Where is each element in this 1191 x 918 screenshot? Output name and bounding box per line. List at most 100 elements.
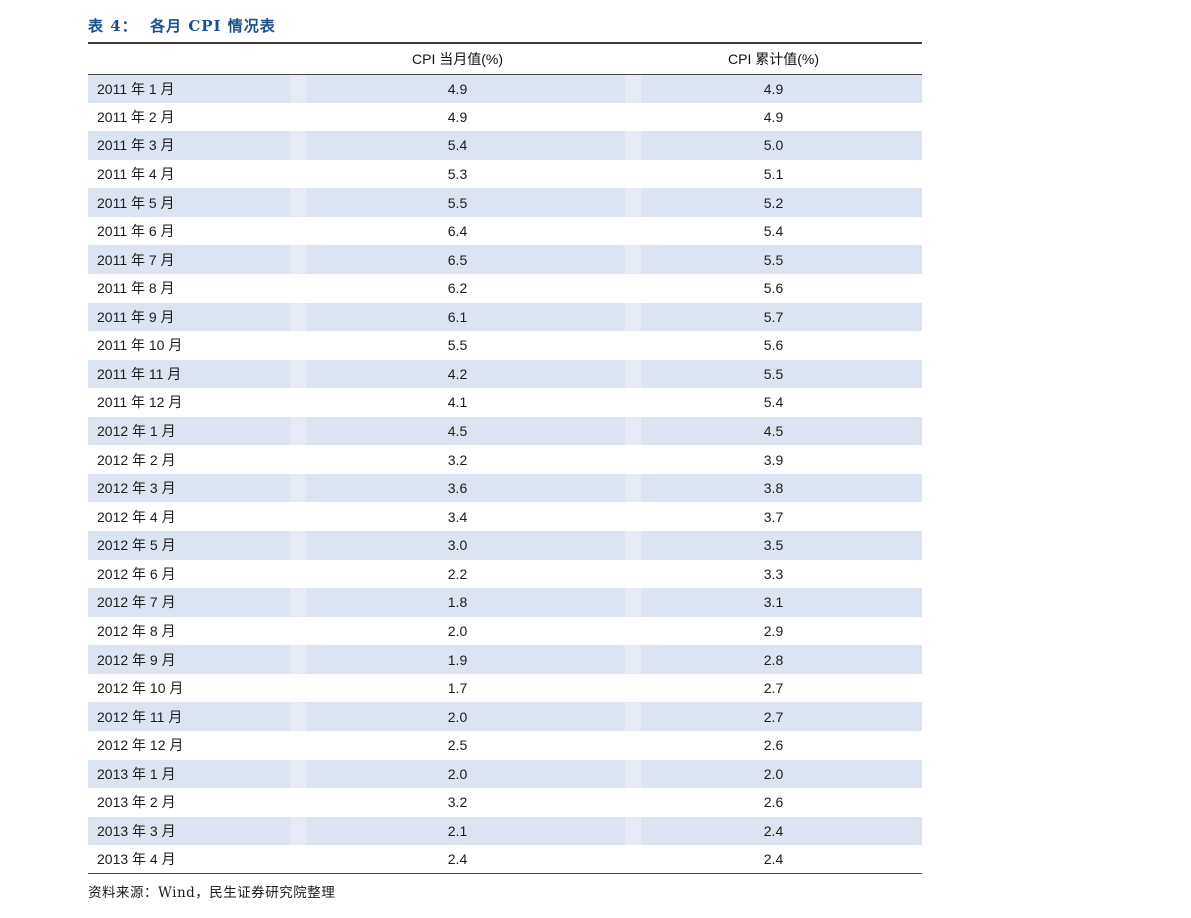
table-row: 2012 年 11 月 2.0 2.7 bbox=[88, 702, 922, 731]
month-cell: 2012 年 9 月 bbox=[97, 651, 176, 668]
month-cell: 2011 年 6 月 bbox=[97, 223, 175, 240]
table-row: 2011 年 11 月 4.2 5.5 bbox=[88, 359, 922, 389]
table-row: 2011 年 4 月 5.3 5.1 bbox=[88, 160, 922, 189]
table-row: 2011 年 6 月 6.4 5.4 bbox=[88, 217, 922, 246]
cpi-month-value-cell: 2.4 bbox=[290, 845, 625, 874]
cpi-cumulative-value-cell: 2.8 bbox=[625, 645, 922, 674]
cpi-month-value-cell: 4.9 bbox=[290, 74, 625, 103]
cpi-month-value-cell: 4.2 bbox=[290, 360, 625, 389]
cpi-month-value-cell: 2.1 bbox=[290, 817, 625, 846]
month-cell: 2012 年 1 月 bbox=[97, 423, 176, 440]
table-row: 2012 年 10 月 1.7 2.7 bbox=[88, 674, 922, 703]
cpi-cumulative-value-cell: 4.9 bbox=[625, 103, 922, 132]
header-cell-month bbox=[88, 44, 290, 75]
cpi-month-value-cell: 1.9 bbox=[290, 645, 625, 674]
month-cell: 2011 年 5 月 bbox=[97, 194, 175, 211]
month-cell: 2013 年 3 月 bbox=[97, 822, 176, 839]
cpi-cumulative-value-cell: 2.7 bbox=[625, 674, 922, 703]
cpi-cumulative-value-cell: 2.0 bbox=[625, 760, 922, 789]
cpi-month-value-cell: 4.5 bbox=[290, 417, 625, 446]
table-row: 2011 年 7 月 6.5 5.5 bbox=[88, 245, 922, 274]
cpi-cumulative-value-cell: 5.4 bbox=[625, 388, 922, 417]
header-cell-cpi-cumulative: CPI 累计值(%) bbox=[625, 44, 922, 75]
cpi-month-value-cell: 2.0 bbox=[290, 617, 625, 646]
table-header-row: CPI 当月值(%) CPI 累计值(%) bbox=[88, 44, 922, 75]
cpi-cumulative-value-cell: 5.6 bbox=[625, 331, 922, 360]
cpi-cumulative-value-cell: 5.7 bbox=[625, 303, 922, 332]
cpi-table: CPI 当月值(%) CPI 累计值(%) 2011 年 1 月 4.9 4.9 20… bbox=[88, 44, 922, 875]
month-cell: 2012 年 3 月 bbox=[97, 480, 176, 497]
table-row: 2011 年 8 月 6.2 5.6 bbox=[88, 274, 922, 303]
cpi-cumulative-value-cell: 5.6 bbox=[625, 274, 922, 303]
cpi-cumulative-value-cell: 4.9 bbox=[625, 74, 922, 103]
cpi-month-value-cell: 5.4 bbox=[290, 131, 625, 160]
cpi-month-value-cell: 1.7 bbox=[290, 674, 625, 703]
cpi-cumulative-value-cell: 3.1 bbox=[625, 588, 922, 617]
month-cell: 2011 年 3 月 bbox=[97, 137, 175, 154]
cpi-cumulative-value-cell: 2.7 bbox=[625, 702, 922, 731]
cpi-month-value-cell: 2.0 bbox=[290, 760, 625, 789]
cpi-cumulative-value-cell: 2.4 bbox=[625, 817, 922, 846]
table-row: 2013 年 2 月 3.2 2.6 bbox=[88, 788, 922, 817]
cpi-cumulative-value-cell: 2.6 bbox=[625, 788, 922, 817]
table-row: 2012 年 3 月 3.6 3.8 bbox=[88, 473, 922, 503]
month-cell: 2012 年 7 月 bbox=[97, 594, 176, 611]
month-cell: 2012 年 6 月 bbox=[97, 565, 176, 582]
table-row: 2011 年 10 月 5.5 5.6 bbox=[88, 331, 922, 360]
table-row: 2012 年 7 月 1.8 3.1 bbox=[88, 588, 922, 617]
month-cell: 2011 年 2 月 bbox=[97, 108, 175, 125]
cpi-cumulative-value-cell: 3.3 bbox=[625, 560, 922, 589]
table-row: 2011 年 3 月 5.4 5.0 bbox=[88, 131, 922, 160]
month-cell: 2012 年 2 月 bbox=[97, 451, 176, 468]
source-note: 资料来源：Wind，民生证券研究院整理 bbox=[88, 885, 336, 902]
month-cell: 2011 年 7 月 bbox=[97, 251, 175, 268]
cpi-month-value-cell: 3.6 bbox=[290, 474, 625, 503]
cpi-cumulative-value-cell: 2.9 bbox=[625, 617, 922, 646]
month-cell: 2012 年 4 月 bbox=[97, 508, 176, 525]
cpi-month-value-cell: 6.2 bbox=[290, 274, 625, 303]
month-cell: 2011 年 10 月 bbox=[97, 337, 183, 354]
month-cell: 2011 年 12 月 bbox=[97, 394, 183, 411]
month-cell: 2012 年 10 月 bbox=[97, 680, 184, 697]
cpi-month-value-cell: 2.2 bbox=[290, 560, 625, 589]
cpi-month-value-cell: 2.0 bbox=[290, 702, 625, 731]
cpi-month-value-cell: 2.5 bbox=[290, 731, 625, 760]
cpi-month-value-cell: 4.9 bbox=[290, 103, 625, 132]
cpi-cumulative-value-cell: 5.0 bbox=[625, 131, 922, 160]
cpi-cumulative-value-cell: 2.4 bbox=[625, 845, 922, 874]
cpi-month-value-cell: 3.2 bbox=[290, 788, 625, 817]
cpi-cumulative-value-cell: 5.4 bbox=[625, 217, 922, 246]
cpi-cumulative-value-cell: 3.7 bbox=[625, 502, 922, 531]
month-cell: 2011 年 8 月 bbox=[97, 280, 175, 297]
month-cell: 2013 年 2 月 bbox=[97, 794, 176, 811]
month-cell: 2013 年 4 月 bbox=[97, 851, 176, 868]
cpi-cumulative-value-cell: 2.6 bbox=[625, 731, 922, 760]
cpi-cumulative-value-cell: 5.1 bbox=[625, 160, 922, 189]
table-row: 2012 年 4 月 3.4 3.7 bbox=[88, 502, 922, 531]
month-cell: 2011 年 1 月 bbox=[97, 80, 175, 97]
table-row: 2013 年 4 月 2.4 2.4 bbox=[88, 845, 922, 874]
month-cell: 2011 年 9 月 bbox=[97, 308, 175, 325]
month-cell: 2013 年 1 月 bbox=[97, 765, 176, 782]
report-table-section: 表 4： 各月 CPI 情况表 CPI 当月值(%) CPI 累计值(%) 20… bbox=[88, 0, 922, 901]
cpi-month-value-cell: 3.0 bbox=[290, 531, 625, 560]
table-row: 2012 年 1 月 4.5 4.5 bbox=[88, 416, 922, 446]
month-cell: 2012 年 8 月 bbox=[97, 622, 176, 639]
table-row: 2012 年 12 月 2.5 2.6 bbox=[88, 731, 922, 760]
cpi-cumulative-value-cell: 5.5 bbox=[625, 360, 922, 389]
table-row: 2012 年 8 月 2.0 2.9 bbox=[88, 617, 922, 646]
cpi-month-value-cell: 6.4 bbox=[290, 217, 625, 246]
cpi-month-value-cell: 4.1 bbox=[290, 388, 625, 417]
table-row: 2011 年 1 月 4.9 4.9 bbox=[88, 74, 922, 103]
cpi-month-value-cell: 5.3 bbox=[290, 160, 625, 189]
cpi-cumulative-value-cell: 3.5 bbox=[625, 531, 922, 560]
cpi-cumulative-value-cell: 4.5 bbox=[625, 417, 922, 446]
header-cell-cpi-current: CPI 当月值(%) bbox=[290, 44, 625, 75]
table-row: 2011 年 5 月 5.5 5.2 bbox=[88, 188, 922, 217]
cpi-cumulative-value-cell: 3.8 bbox=[625, 474, 922, 503]
month-cell: 2011 年 11 月 bbox=[97, 365, 182, 382]
table-row: 2013 年 3 月 2.1 2.4 bbox=[88, 816, 922, 846]
month-cell: 2012 年 5 月 bbox=[97, 537, 176, 554]
table-row: 2011 年 2 月 4.9 4.9 bbox=[88, 103, 922, 132]
table-row: 2011 年 9 月 6.1 5.7 bbox=[88, 302, 922, 332]
